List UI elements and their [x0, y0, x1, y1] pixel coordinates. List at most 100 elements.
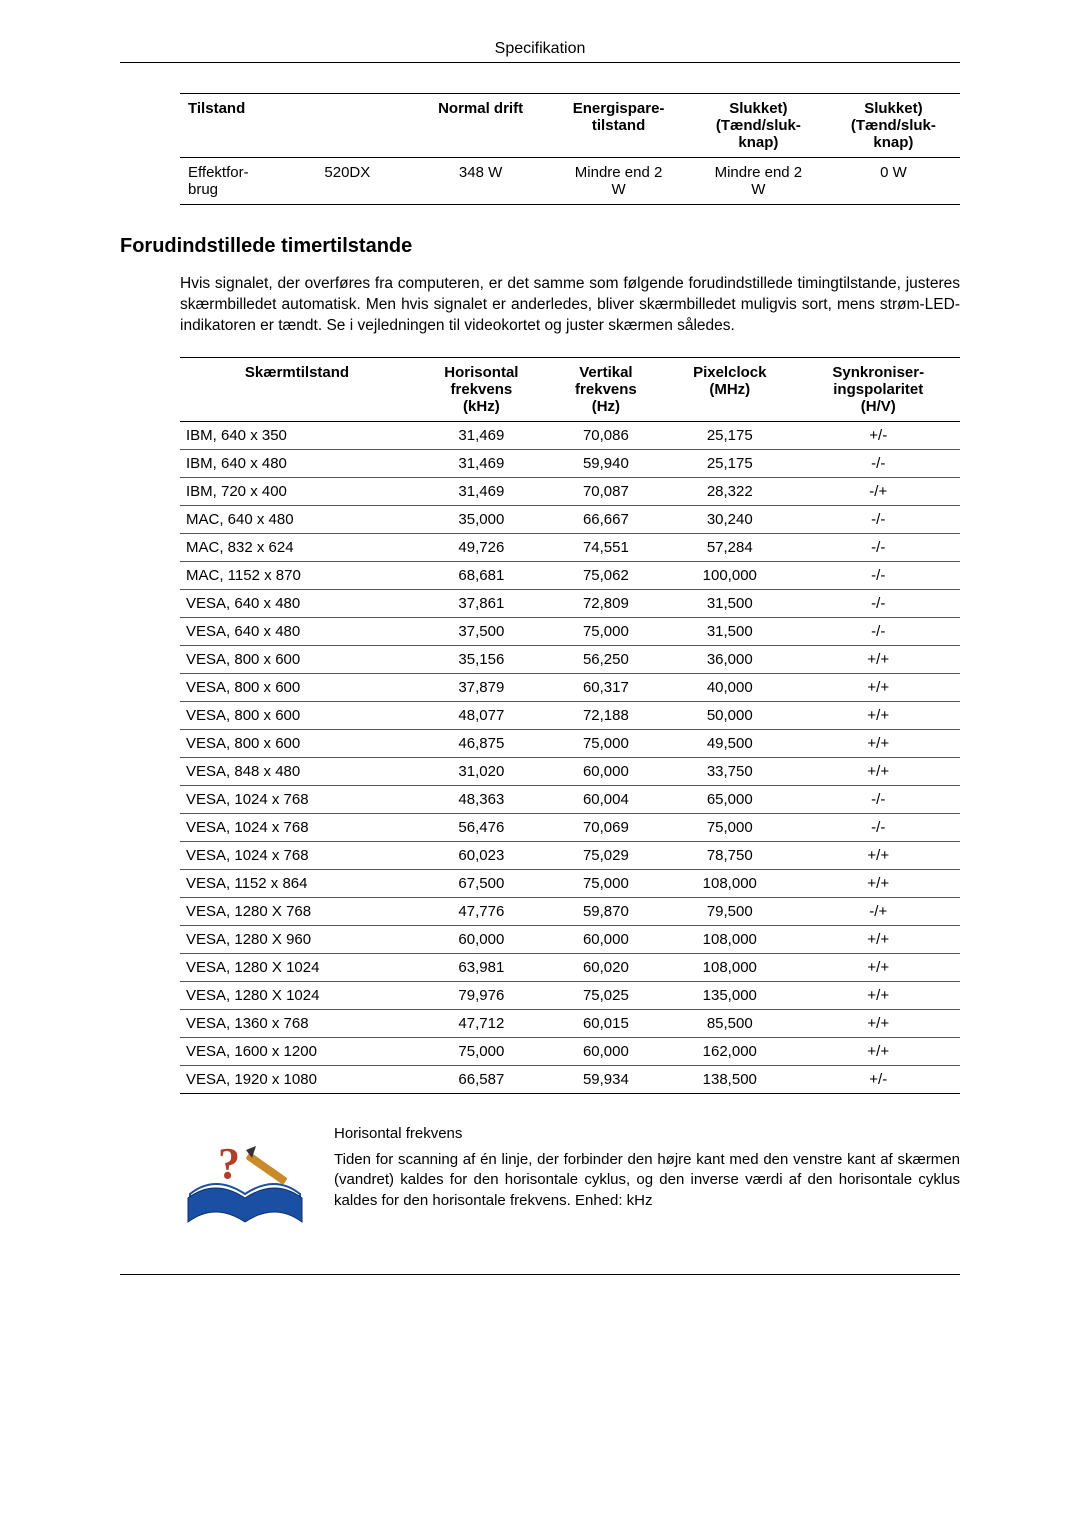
- timing-row: VESA, 1024 x 76848,36360,00465,000-/-: [180, 785, 960, 813]
- timing-cell: 75,000: [549, 869, 663, 897]
- th-hfreq: Horisontal frekvens (kHz): [414, 357, 549, 421]
- timing-cell: VESA, 640 x 480: [180, 589, 414, 617]
- timing-row: VESA, 1024 x 76860,02375,02978,750+/+: [180, 841, 960, 869]
- timing-cell: VESA, 1280 X 960: [180, 925, 414, 953]
- timing-cell: 108,000: [663, 925, 796, 953]
- timing-cell: VESA, 1024 x 768: [180, 841, 414, 869]
- timing-row: VESA, 1024 x 76856,47670,06975,000-/-: [180, 813, 960, 841]
- timing-cell: 72,188: [549, 701, 663, 729]
- th-slukket2: Slukket) (Tænd/sluk- knap): [827, 94, 960, 158]
- timing-cell: VESA, 800 x 600: [180, 673, 414, 701]
- timing-row: VESA, 1152 x 86467,50075,000108,000+/+: [180, 869, 960, 897]
- cell-label-b: 520DX: [320, 158, 414, 205]
- intro-paragraph: Hvis signalet, der overføres fra compute…: [180, 274, 960, 337]
- timing-cell: +/+: [797, 981, 961, 1009]
- th-sync: Synkroniser- ingspolaritet (H/V): [797, 357, 961, 421]
- timing-cell: 48,363: [414, 785, 549, 813]
- timing-cell: 25,175: [663, 449, 796, 477]
- timing-cell: 75,000: [663, 813, 796, 841]
- timing-cell: +/+: [797, 841, 961, 869]
- timing-cell: -/-: [797, 617, 961, 645]
- timing-row: VESA, 1280 X 102479,97675,025135,000+/+: [180, 981, 960, 1009]
- timing-cell: 33,750: [663, 757, 796, 785]
- timing-row: VESA, 800 x 60048,07772,18850,000+/+: [180, 701, 960, 729]
- timing-cell: 49,726: [414, 533, 549, 561]
- timing-row: VESA, 848 x 48031,02060,00033,750+/+: [180, 757, 960, 785]
- timing-cell: 67,500: [414, 869, 549, 897]
- timing-cell: 75,025: [549, 981, 663, 1009]
- timing-cell: 75,000: [414, 1037, 549, 1065]
- th-normal: Normal drift: [414, 94, 547, 158]
- timing-cell: +/+: [797, 1009, 961, 1037]
- book-icon: ?: [180, 1124, 310, 1234]
- timing-cell: 74,551: [549, 533, 663, 561]
- timing-cell: 47,776: [414, 897, 549, 925]
- timing-row: IBM, 720 x 40031,46970,08728,322-/+: [180, 477, 960, 505]
- timing-cell: VESA, 640 x 480: [180, 617, 414, 645]
- timing-row: VESA, 1280 X 96060,00060,000108,000+/+: [180, 925, 960, 953]
- th-tilstand: Tilstand: [180, 94, 320, 158]
- timing-cell: MAC, 640 x 480: [180, 505, 414, 533]
- timing-cell: +/-: [797, 1065, 961, 1093]
- timing-cell: 40,000: [663, 673, 796, 701]
- timing-cell: VESA, 1600 x 1200: [180, 1037, 414, 1065]
- timing-cell: +/+: [797, 757, 961, 785]
- cell-save: Mindre end 2 W: [547, 158, 690, 205]
- timing-cell: VESA, 800 x 600: [180, 645, 414, 673]
- timing-cell: 108,000: [663, 953, 796, 981]
- timing-row: MAC, 1152 x 87068,68175,062100,000-/-: [180, 561, 960, 589]
- timing-cell: 59,934: [549, 1065, 663, 1093]
- timing-cell: +/+: [797, 701, 961, 729]
- timing-cell: +/+: [797, 925, 961, 953]
- timing-cell: 31,500: [663, 589, 796, 617]
- timing-row: IBM, 640 x 48031,46959,94025,175-/-: [180, 449, 960, 477]
- timing-cell: IBM, 640 x 350: [180, 421, 414, 449]
- timing-cell: 50,000: [663, 701, 796, 729]
- footnote-body: Tiden for scanning af én linje, der forb…: [334, 1150, 960, 1211]
- timing-cell: MAC, 1152 x 870: [180, 561, 414, 589]
- timing-cell: VESA, 1360 x 768: [180, 1009, 414, 1037]
- timing-cell: 60,000: [549, 1037, 663, 1065]
- timing-cell: 46,875: [414, 729, 549, 757]
- timing-table: Skærmtilstand Horisontal frekvens (kHz) …: [180, 357, 960, 1094]
- timing-cell: 66,587: [414, 1065, 549, 1093]
- timing-cell: 37,861: [414, 589, 549, 617]
- timing-cell: VESA, 1920 x 1080: [180, 1065, 414, 1093]
- timing-cell: 75,062: [549, 561, 663, 589]
- timing-cell: -/-: [797, 505, 961, 533]
- timing-cell: +/+: [797, 673, 961, 701]
- timing-cell: 75,029: [549, 841, 663, 869]
- timing-row: VESA, 1920 x 108066,58759,934138,500+/-: [180, 1065, 960, 1093]
- timing-cell: 60,000: [414, 925, 549, 953]
- timing-row: VESA, 640 x 48037,86172,80931,500-/-: [180, 589, 960, 617]
- timing-cell: 100,000: [663, 561, 796, 589]
- footer-rule: [120, 1274, 960, 1275]
- timing-cell: 60,004: [549, 785, 663, 813]
- timing-cell: +/+: [797, 1037, 961, 1065]
- timing-cell: 49,500: [663, 729, 796, 757]
- timing-cell: 66,667: [549, 505, 663, 533]
- timing-cell: 60,317: [549, 673, 663, 701]
- timing-cell: -/-: [797, 813, 961, 841]
- timing-cell: VESA, 1280 X 1024: [180, 953, 414, 981]
- footnote-title: Horisontal frekvens: [334, 1124, 960, 1144]
- timing-cell: VESA, 1280 X 768: [180, 897, 414, 925]
- timing-cell: +/+: [797, 953, 961, 981]
- timing-cell: 59,940: [549, 449, 663, 477]
- timing-row: VESA, 640 x 48037,50075,00031,500-/-: [180, 617, 960, 645]
- timing-cell: VESA, 1280 X 1024: [180, 981, 414, 1009]
- timing-cell: 59,870: [549, 897, 663, 925]
- timing-cell: -/-: [797, 589, 961, 617]
- timing-cell: 31,500: [663, 617, 796, 645]
- th-mode: Skærmtilstand: [180, 357, 414, 421]
- timing-cell: IBM, 640 x 480: [180, 449, 414, 477]
- timing-cell: +/+: [797, 869, 961, 897]
- timing-cell: 56,476: [414, 813, 549, 841]
- timing-row: IBM, 640 x 35031,46970,08625,175+/-: [180, 421, 960, 449]
- timing-row: MAC, 640 x 48035,00066,66730,240-/-: [180, 505, 960, 533]
- footnote-block: ? Horisontal frekvens Tiden for scanning…: [180, 1124, 960, 1234]
- timing-cell: 75,000: [549, 729, 663, 757]
- timing-cell: 65,000: [663, 785, 796, 813]
- timing-cell: 37,879: [414, 673, 549, 701]
- timing-row: VESA, 1280 X 102463,98160,020108,000+/+: [180, 953, 960, 981]
